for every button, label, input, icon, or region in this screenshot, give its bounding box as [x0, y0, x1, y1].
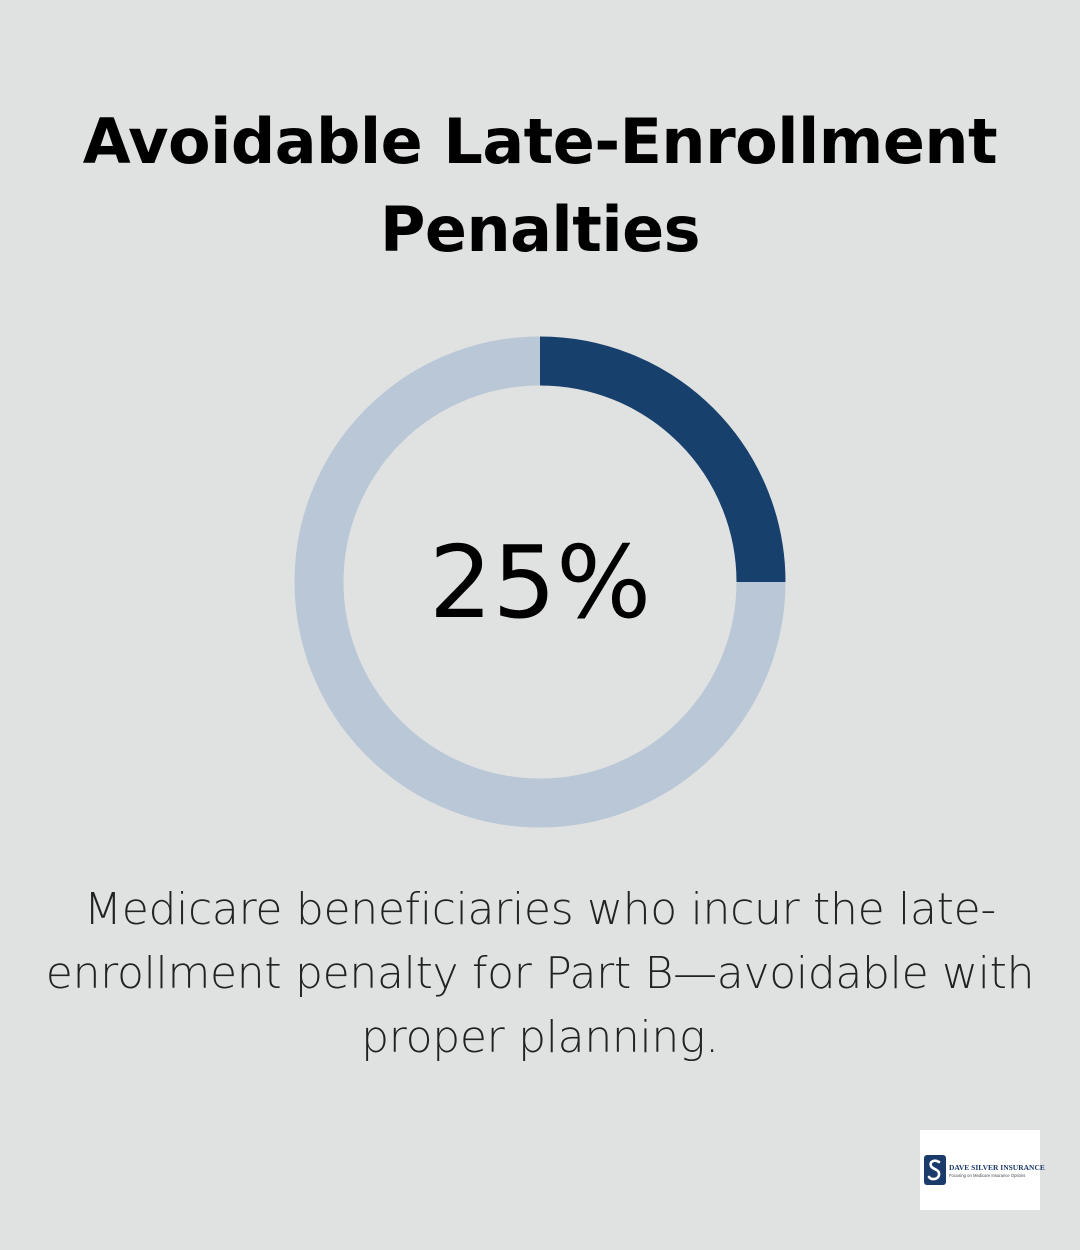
caption-text: Medicare beneficiaries who incur the lat…	[45, 884, 1035, 1063]
donut-value-label: 25%	[429, 524, 651, 641]
donut-slice-value	[539, 336, 786, 583]
logo-s-icon	[924, 1155, 946, 1185]
company-logo: DAVE SILVER INSURANCE Focusing on Medica…	[920, 1130, 1045, 1210]
page-title: Avoidable Late-Enrollment Penalties	[82, 105, 998, 266]
donut-chart: 25%	[290, 332, 790, 832]
logo-tagline: Focusing on Medicare Insurance Options	[949, 1172, 1026, 1178]
logo-name: DAVE SILVER INSURANCE	[949, 1162, 1045, 1172]
donut-slice-remainder	[294, 336, 786, 828]
donut-chart-svg: 25%	[294, 336, 786, 828]
